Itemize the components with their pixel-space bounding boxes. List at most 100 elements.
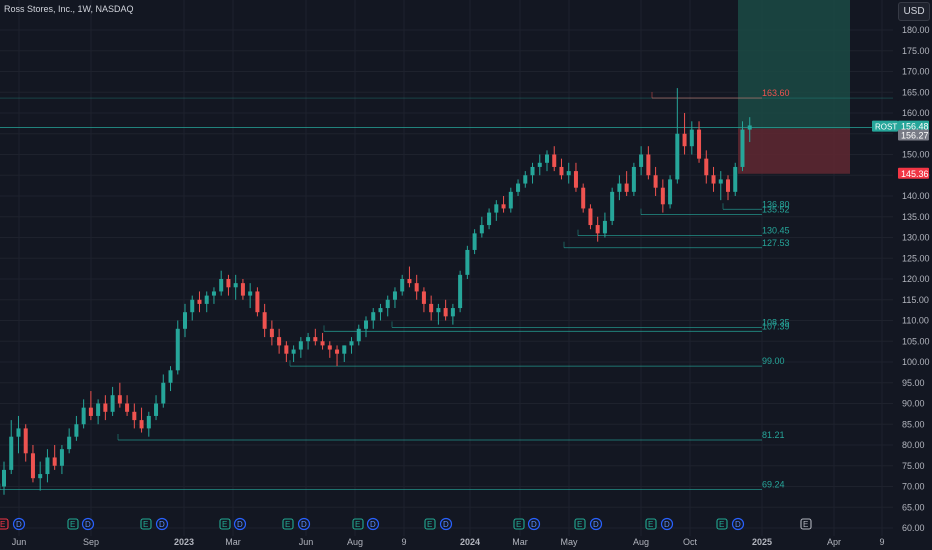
candle[interactable] xyxy=(740,129,745,167)
dividend-icon[interactable] xyxy=(527,517,541,531)
dividend-icon[interactable] xyxy=(297,517,311,531)
candle[interactable] xyxy=(364,320,368,329)
dividend-icon[interactable] xyxy=(81,517,95,531)
candle[interactable] xyxy=(385,299,390,309)
dividend-icon[interactable] xyxy=(155,517,169,531)
candle[interactable] xyxy=(559,166,564,176)
dividend-icon[interactable] xyxy=(233,517,247,531)
candle[interactable] xyxy=(646,154,651,176)
candle[interactable] xyxy=(450,308,455,317)
dividend-icon[interactable] xyxy=(660,517,674,531)
candle[interactable] xyxy=(313,337,318,342)
candle[interactable] xyxy=(132,411,137,421)
earnings-icon[interactable] xyxy=(800,518,812,530)
candle[interactable] xyxy=(356,328,361,342)
candle[interactable] xyxy=(175,328,180,371)
candle[interactable] xyxy=(718,179,723,184)
candle[interactable] xyxy=(516,183,521,192)
candle[interactable] xyxy=(458,274,463,309)
candle[interactable] xyxy=(392,291,397,300)
candle[interactable] xyxy=(704,158,709,176)
earnings-icon[interactable] xyxy=(645,518,657,530)
candle[interactable] xyxy=(465,249,470,275)
candle[interactable] xyxy=(255,291,260,313)
candle[interactable] xyxy=(479,225,484,234)
candle[interactable] xyxy=(631,166,636,192)
candle[interactable] xyxy=(400,279,405,292)
dividend-icon[interactable] xyxy=(731,517,745,531)
candle[interactable] xyxy=(371,312,376,321)
candle[interactable] xyxy=(59,449,64,466)
candle[interactable] xyxy=(248,291,253,296)
candle[interactable] xyxy=(38,474,43,479)
candle[interactable] xyxy=(668,179,673,205)
candle[interactable] xyxy=(139,420,144,429)
candle[interactable] xyxy=(110,395,115,412)
earnings-icon[interactable] xyxy=(219,518,231,530)
candle[interactable] xyxy=(573,171,578,188)
candle[interactable] xyxy=(23,428,28,454)
candle[interactable] xyxy=(16,428,21,437)
candle[interactable] xyxy=(233,283,238,288)
candle[interactable] xyxy=(610,191,615,221)
candle[interactable] xyxy=(682,133,687,147)
candle[interactable] xyxy=(747,125,752,130)
candle[interactable] xyxy=(588,208,593,226)
candle[interactable] xyxy=(125,403,130,412)
candle[interactable] xyxy=(552,154,557,167)
candle[interactable] xyxy=(689,129,694,147)
candle[interactable] xyxy=(537,162,542,167)
candle[interactable] xyxy=(523,175,528,184)
candle[interactable] xyxy=(291,349,296,354)
candle[interactable] xyxy=(284,345,289,354)
dividend-icon[interactable] xyxy=(12,517,26,531)
candle[interactable] xyxy=(240,283,245,296)
candle[interactable] xyxy=(602,220,607,234)
candle[interactable] xyxy=(298,341,303,350)
candle[interactable] xyxy=(508,191,513,209)
stop-zone[interactable] xyxy=(738,128,850,174)
candle[interactable] xyxy=(660,187,665,205)
candle[interactable] xyxy=(624,183,629,192)
earnings-icon[interactable] xyxy=(424,518,436,530)
candle[interactable] xyxy=(74,424,79,437)
earnings-icon[interactable] xyxy=(513,518,525,530)
candle[interactable] xyxy=(30,453,35,479)
candle[interactable] xyxy=(501,204,506,209)
candle[interactable] xyxy=(349,341,354,346)
candle[interactable] xyxy=(617,183,622,192)
candle[interactable] xyxy=(211,291,216,296)
candle[interactable] xyxy=(653,175,658,188)
candle[interactable] xyxy=(67,436,72,450)
candle[interactable] xyxy=(429,303,434,313)
candle[interactable] xyxy=(117,395,122,404)
candle[interactable] xyxy=(277,337,282,346)
candle[interactable] xyxy=(146,415,151,429)
target-zone[interactable] xyxy=(738,0,850,129)
earnings-icon[interactable] xyxy=(574,518,586,530)
candle[interactable] xyxy=(306,337,311,342)
candle[interactable] xyxy=(197,299,202,304)
dividend-icon[interactable] xyxy=(366,517,380,531)
candle[interactable] xyxy=(378,308,383,313)
currency-button[interactable]: USD xyxy=(898,2,930,21)
candle[interactable] xyxy=(88,407,93,416)
candle[interactable] xyxy=(183,312,187,329)
candle[interactable] xyxy=(52,457,57,466)
candle[interactable] xyxy=(168,370,173,383)
candle[interactable] xyxy=(269,328,274,338)
candle[interactable] xyxy=(9,436,14,470)
candle[interactable] xyxy=(226,279,231,288)
candle[interactable] xyxy=(494,204,499,213)
candle[interactable] xyxy=(154,403,159,416)
candle[interactable] xyxy=(726,179,730,192)
earnings-icon[interactable] xyxy=(282,518,294,530)
candle[interactable] xyxy=(639,154,644,167)
candle[interactable] xyxy=(697,129,702,159)
candle[interactable] xyxy=(566,171,571,176)
candle[interactable] xyxy=(161,382,166,404)
earnings-icon[interactable] xyxy=(716,518,728,530)
candle[interactable] xyxy=(342,345,347,354)
candle[interactable] xyxy=(711,175,716,184)
earnings-icon[interactable] xyxy=(67,518,79,530)
